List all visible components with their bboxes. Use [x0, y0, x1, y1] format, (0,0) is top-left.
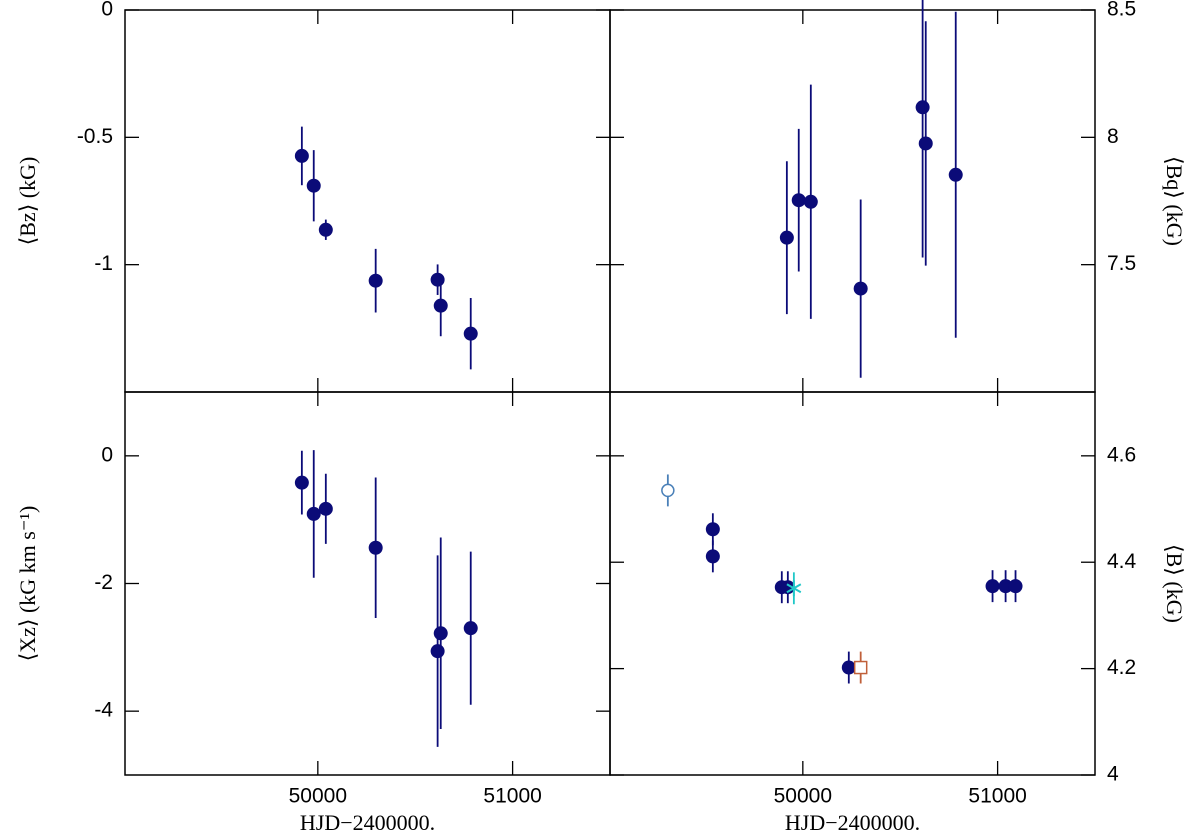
y-tick-label: -2 — [94, 571, 113, 594]
data-point — [433, 626, 448, 641]
data-point — [368, 273, 383, 288]
x-tick-label: 50000 — [289, 785, 347, 808]
x-axis-label: HJD−2400000. — [300, 810, 435, 835]
panel-frame — [609, 9, 1096, 393]
data-point — [1008, 579, 1023, 594]
x-tick-label: 51000 — [483, 785, 541, 808]
data-point — [318, 222, 333, 237]
data-point — [463, 326, 478, 341]
data-point — [368, 540, 383, 555]
y-tick-label: 4.2 — [1107, 656, 1136, 679]
y-tick-label: -0.5 — [77, 125, 113, 148]
data-point — [294, 475, 309, 490]
y-tick-label: 0 — [101, 0, 113, 21]
data-point — [463, 621, 478, 636]
data-point — [306, 178, 321, 193]
y-axis-label: ⟨Bz⟩ (kG) — [15, 157, 40, 246]
y-tick-label: -4 — [94, 699, 113, 722]
data-point — [705, 522, 720, 537]
data-point — [294, 148, 309, 163]
data-point — [661, 483, 675, 498]
x-axis-label: HJD−2400000. — [785, 810, 920, 835]
data-point — [841, 660, 856, 675]
data-point — [318, 501, 333, 516]
data-point — [948, 167, 963, 182]
data-point — [791, 193, 806, 208]
y-tick-label: 8 — [1107, 125, 1119, 148]
x-tick-label: 50000 — [774, 785, 832, 808]
y-tick-label: 8.5 — [1107, 0, 1136, 21]
data-point — [985, 579, 1000, 594]
data-point — [430, 644, 445, 659]
data-point — [786, 580, 802, 597]
y-axis-label: ⟨Bq⟩ (kG) — [1162, 156, 1187, 246]
y-tick-label: 0 — [101, 443, 113, 466]
y-axis-label: ⟨B⟩ (kG) — [1162, 544, 1187, 623]
data-point — [779, 230, 794, 245]
panel-frame — [124, 391, 611, 776]
data-point — [705, 549, 720, 564]
data-point — [998, 579, 1013, 594]
panel-frame — [609, 391, 1096, 776]
data-point — [433, 298, 448, 313]
y-tick-label: 4 — [1107, 763, 1119, 786]
data-point — [803, 194, 818, 209]
x-tick-label: 51000 — [968, 785, 1026, 808]
panel-frame — [124, 9, 611, 393]
data-point — [853, 281, 868, 296]
data-point — [853, 660, 868, 675]
y-tick-label: 4.4 — [1107, 550, 1137, 573]
y-tick-label: 7.5 — [1107, 252, 1136, 275]
data-point — [430, 272, 445, 287]
data-point — [918, 136, 933, 151]
y-axis-label: ⟨Xz⟩ (kG km s⁻¹) — [15, 506, 40, 662]
data-point — [306, 506, 321, 521]
y-tick-label: 4.6 — [1107, 443, 1136, 466]
y-tick-label: -1 — [94, 252, 113, 275]
data-point — [915, 100, 930, 115]
